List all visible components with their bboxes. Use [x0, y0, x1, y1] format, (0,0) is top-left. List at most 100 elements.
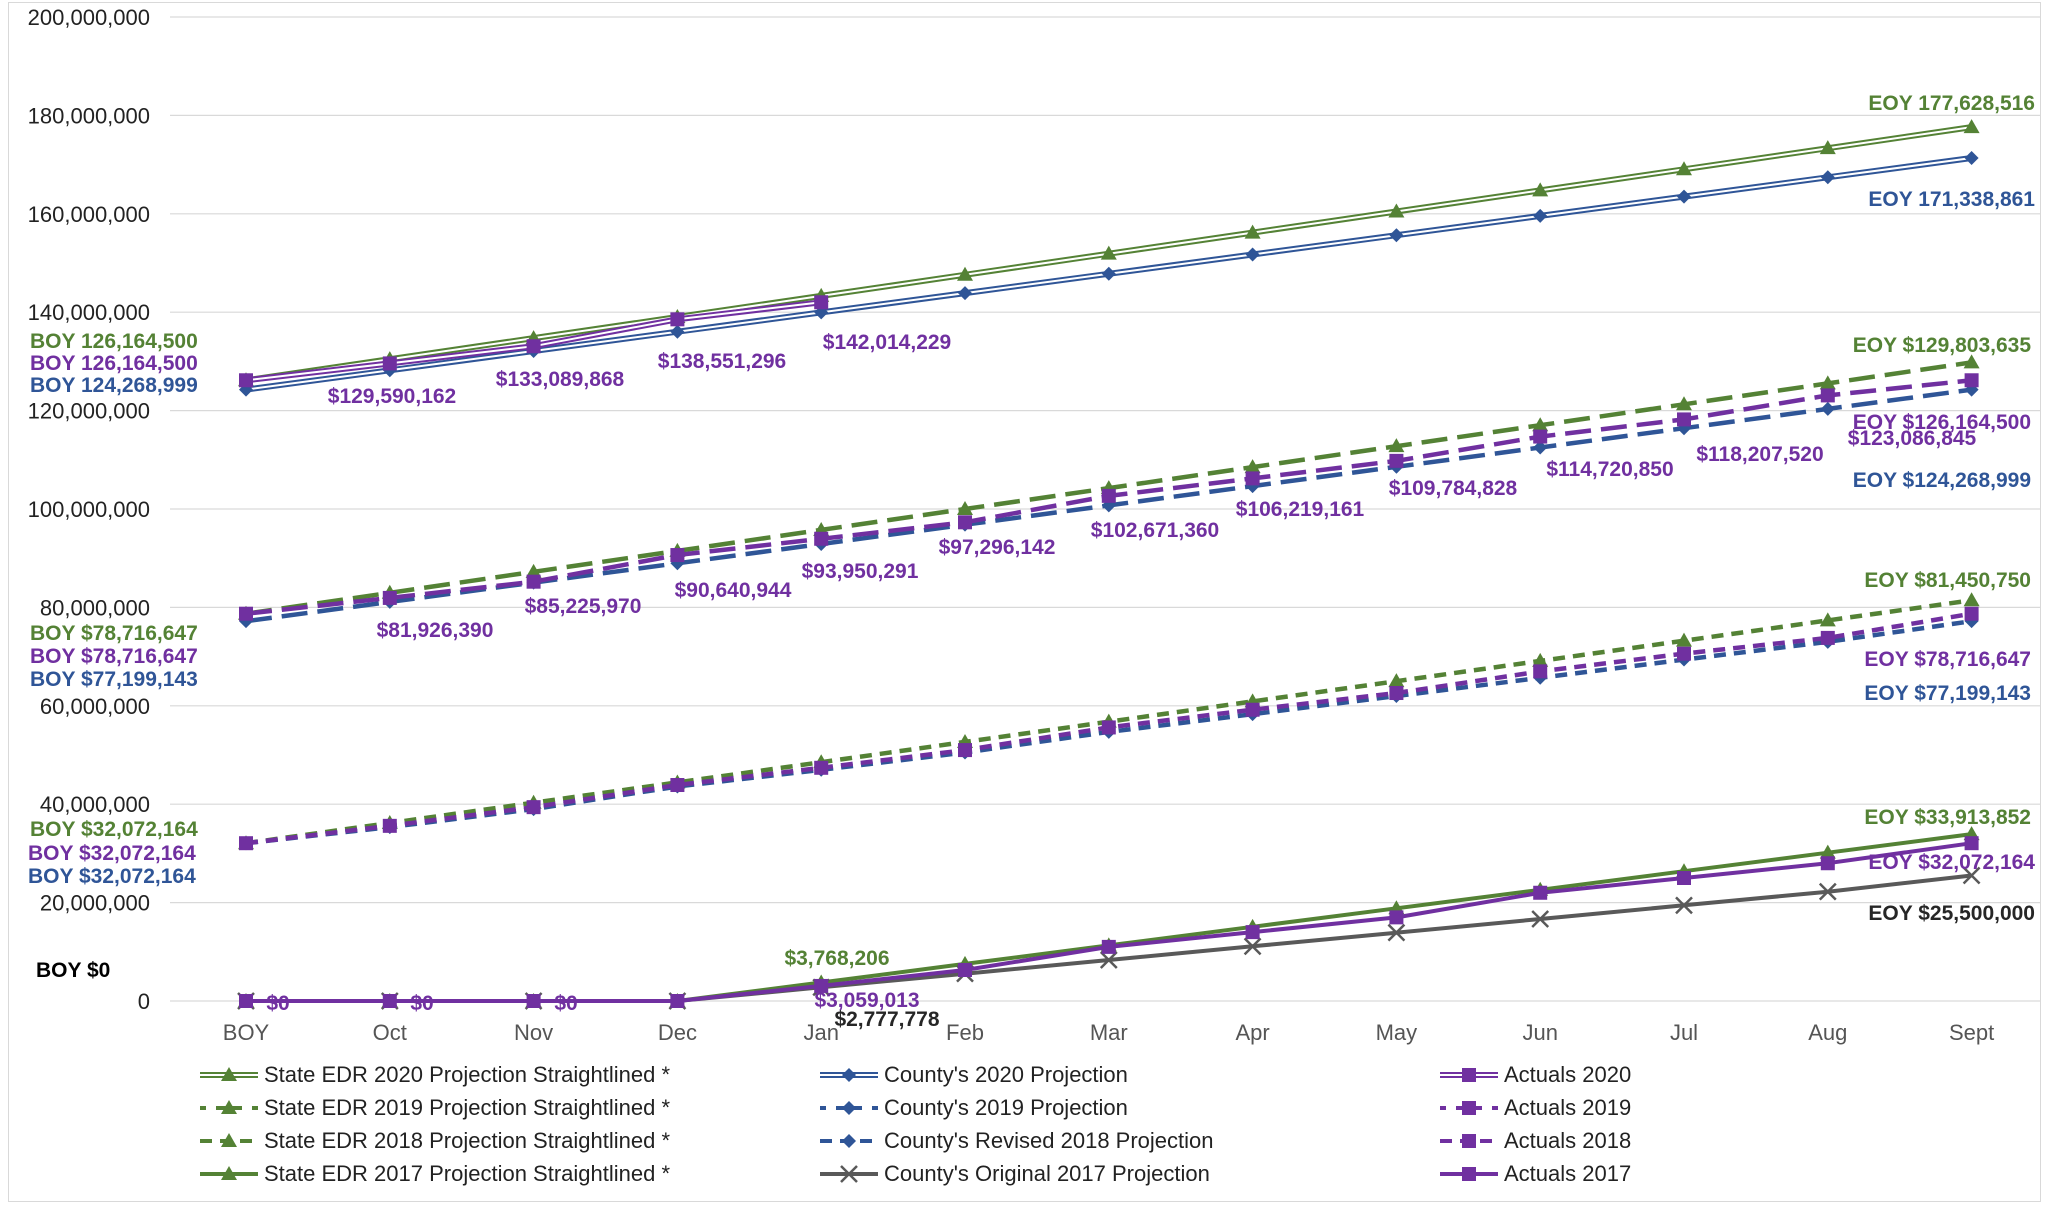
point-label: $109,784,828 — [1389, 477, 1518, 500]
boy-label: BOY $32,072,164 — [30, 818, 198, 841]
boy-label: BOY $77,199,143 — [30, 668, 198, 691]
legend-marker — [1462, 1167, 1476, 1181]
data-point — [1532, 182, 1549, 197]
x-tick-label: Nov — [514, 1020, 553, 1045]
data-point — [1533, 429, 1548, 444]
point-label: $118,207,520 — [1696, 443, 1823, 466]
legend-marker — [1462, 1068, 1476, 1082]
data-point — [1819, 844, 1836, 859]
eoy-label: EOY $33,913,852 — [1864, 806, 2031, 829]
series-4 — [239, 382, 1979, 629]
eoy-label: EOY $32,072,164 — [1868, 851, 2035, 874]
point-label: $138,551,296 — [658, 350, 786, 373]
boy-label: BOY $78,716,647 — [30, 645, 198, 668]
legend-label: County's 2020 Projection — [884, 1062, 1128, 1087]
series-line — [246, 832, 1972, 1003]
data-point — [958, 286, 972, 301]
point-label: $0 — [554, 992, 577, 1015]
data-point — [239, 373, 253, 388]
data-point — [526, 800, 541, 815]
data-point — [1244, 459, 1261, 474]
data-point — [382, 818, 397, 833]
data-point — [670, 994, 685, 1008]
legend-label: County's Original 2017 Projection — [884, 1161, 1210, 1186]
data-point — [1387, 923, 1406, 942]
y-tick-label: 80,000,000 — [40, 595, 150, 620]
data-point — [670, 312, 685, 327]
boy-label: BOY 124,268,999 — [30, 374, 198, 397]
series-11 — [239, 836, 1979, 1008]
data-point — [1533, 208, 1548, 223]
data-point — [1532, 652, 1549, 667]
y-tick-label: 20,000,000 — [40, 891, 150, 916]
point-label: $102,671,360 — [1091, 519, 1219, 542]
legend-marker — [1462, 1134, 1476, 1148]
legend-marker — [842, 1134, 856, 1148]
boy-label: BOY $32,072,164 — [28, 842, 196, 865]
data-point — [1677, 189, 1691, 204]
legend-item: State EDR 2017 Projection Straightlined … — [200, 1161, 670, 1186]
legend-item: State EDR 2020 Projection Straightlined … — [200, 1062, 670, 1087]
series-5 — [239, 373, 1979, 621]
eoy-label: EOY $124,268,999 — [1853, 469, 2031, 492]
data-point — [1389, 228, 1404, 243]
data-point — [1964, 606, 1979, 621]
series-1 — [239, 151, 1979, 397]
data-point — [814, 760, 829, 775]
eoy-label: EOY $81,450,750 — [1864, 569, 2031, 592]
data-point — [1389, 686, 1404, 701]
gridlines — [170, 16, 2040, 1002]
legend-marker — [221, 1067, 237, 1081]
x-tick-label: Feb — [946, 1020, 984, 1045]
data-point — [1963, 119, 1980, 134]
data-point — [1388, 673, 1405, 688]
legend-item: Actuals 2019 — [1440, 1095, 1631, 1120]
data-point — [526, 574, 541, 589]
point-label: $142,014,229 — [823, 331, 951, 354]
x-tick-label: Mar — [1090, 1020, 1128, 1045]
data-point — [1819, 140, 1836, 155]
y-tick-label: 60,000,000 — [40, 694, 150, 719]
data-point — [1818, 882, 1837, 901]
data-point — [1820, 630, 1835, 645]
data-point — [1675, 896, 1693, 915]
legend-label: Actuals 2017 — [1504, 1161, 1631, 1186]
legend-item: Actuals 2017 — [1440, 1161, 1631, 1186]
y-tick-label: 100,000,000 — [28, 497, 150, 522]
data-point — [1101, 488, 1116, 503]
point-label: $3,059,013 — [814, 989, 919, 1012]
data-point — [814, 978, 829, 993]
legend-marker — [842, 1101, 856, 1115]
data-point — [239, 836, 253, 851]
legend-item: State EDR 2019 Projection Straightlined … — [200, 1095, 670, 1120]
legend-label: County's 2019 Projection — [884, 1095, 1128, 1120]
data-point — [958, 515, 972, 530]
data-point — [525, 563, 542, 578]
data-point — [526, 339, 541, 354]
x-tick-label: Apr — [1235, 1020, 1269, 1045]
legend-item: County's Original 2017 Projection — [820, 1161, 1210, 1186]
data-point — [1245, 247, 1260, 262]
eoy-label: EOY $25,500,000 — [1868, 902, 2035, 925]
data-point — [1100, 245, 1117, 260]
data-point — [670, 324, 685, 339]
series-8 — [239, 606, 1979, 851]
point-label: $114,720,850 — [1546, 458, 1673, 481]
data-point — [1533, 440, 1548, 455]
x-tick-label: Oct — [373, 1020, 407, 1045]
data-point — [1245, 702, 1260, 717]
data-point — [670, 778, 685, 793]
boy-label: BOY $32,072,164 — [28, 865, 196, 888]
legend-label: State EDR 2018 Projection Straightlined … — [264, 1128, 670, 1153]
legend-item: County's Revised 2018 Projection — [820, 1128, 1214, 1153]
data-point — [1819, 612, 1836, 627]
y-tick-label: 160,000,000 — [28, 202, 150, 227]
data-point — [1389, 453, 1404, 468]
point-label: $129,590,162 — [328, 385, 456, 408]
x-tick-label: Dec — [658, 1020, 697, 1045]
point-label: $90,640,944 — [675, 579, 792, 602]
y-tick-label: 120,000,000 — [28, 399, 150, 424]
y-tick-label: 200,000,000 — [28, 5, 150, 30]
